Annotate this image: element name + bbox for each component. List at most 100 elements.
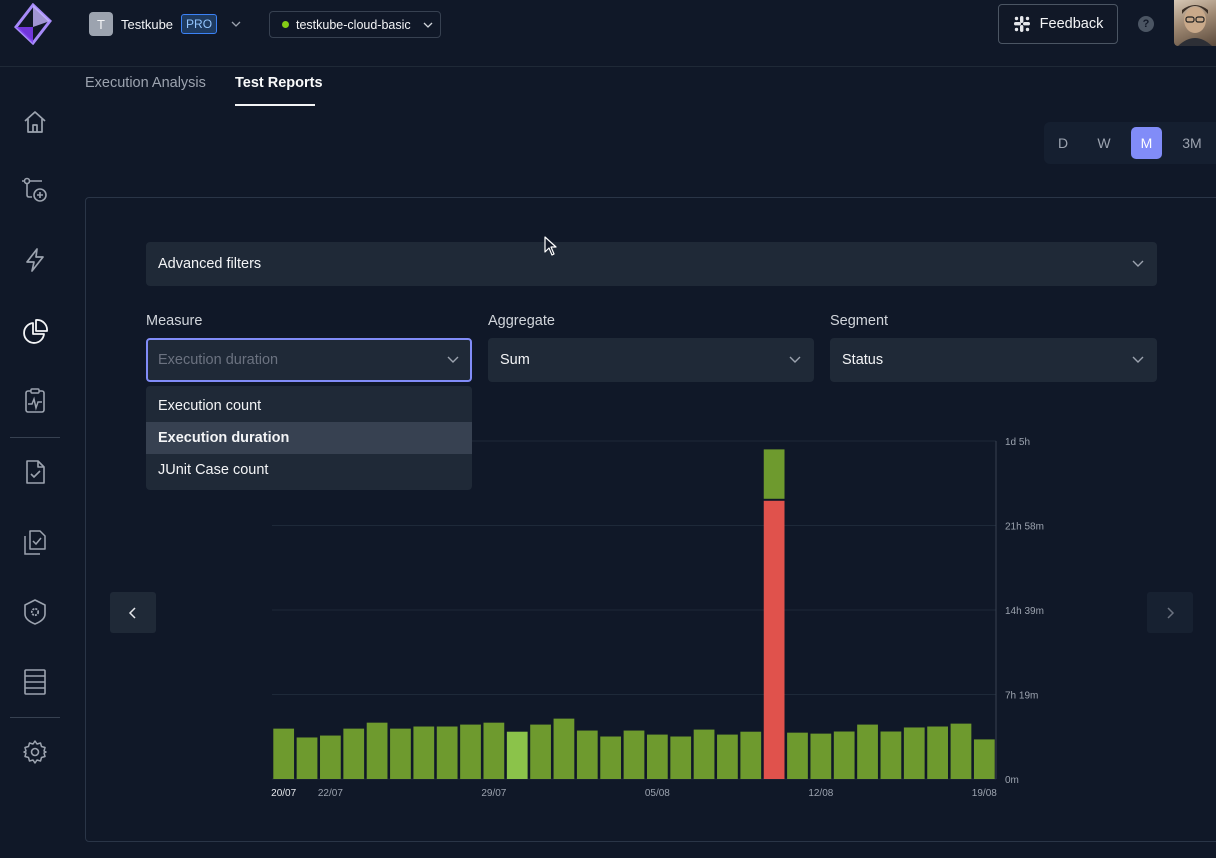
- mouse-cursor-icon: [544, 236, 557, 256]
- advanced-filters-toggle[interactable]: Advanced filters: [146, 242, 1157, 286]
- x-tick-label: 19/08: [972, 788, 997, 799]
- sidebar: [0, 67, 70, 858]
- bar-passed[interactable]: [296, 737, 318, 779]
- bar-passed[interactable]: [927, 726, 948, 779]
- measure-label: Measure: [146, 313, 203, 329]
- bar-passed[interactable]: [833, 731, 855, 779]
- testkube-logo-icon[interactable]: [14, 3, 52, 45]
- user-avatar[interactable]: [1174, 0, 1216, 46]
- aggregate-value: Sum: [500, 352, 530, 368]
- bar-passed[interactable]: [576, 730, 598, 779]
- chevron-down-icon: [789, 356, 801, 363]
- bar-passed[interactable]: [903, 727, 925, 779]
- bar-passed[interactable]: [460, 724, 481, 779]
- y-tick-label: 14h 39m: [1005, 606, 1044, 617]
- bar-passed[interactable]: [506, 731, 528, 779]
- x-tick-label: 29/07: [481, 788, 506, 799]
- environment-selector[interactable]: testkube-cloud-basic: [269, 11, 441, 38]
- bar-passed[interactable]: [646, 734, 668, 779]
- bar-passed[interactable]: [787, 732, 808, 779]
- bar-passed[interactable]: [320, 735, 341, 779]
- help-icon[interactable]: ?: [1138, 16, 1154, 32]
- bar-failed[interactable]: [763, 500, 785, 779]
- sidebar-divider: [10, 437, 60, 438]
- org-name: Testkube: [121, 16, 174, 32]
- bar-passed[interactable]: [670, 736, 692, 779]
- measure-option-junit-case-count[interactable]: JUnit Case count: [158, 462, 269, 478]
- bar-passed[interactable]: [390, 728, 411, 779]
- bar-passed[interactable]: [880, 731, 902, 779]
- measure-option-execution-duration[interactable]: Execution duration: [146, 422, 472, 454]
- bar-passed[interactable]: [973, 739, 995, 779]
- pie-chart-icon[interactable]: [22, 319, 48, 345]
- aggregate-select[interactable]: Sum: [488, 338, 814, 382]
- segment-label: Segment: [830, 313, 889, 329]
- bar-passed[interactable]: [483, 722, 505, 779]
- x-tick-label: 22/07: [318, 788, 343, 799]
- chevron-down-icon: [447, 356, 459, 363]
- chevron-down-icon: [1132, 260, 1144, 267]
- slack-icon: [1013, 16, 1030, 32]
- measure-value: Execution duration: [158, 352, 279, 368]
- chevron-down-icon: [423, 22, 433, 28]
- segment-value: Status: [842, 352, 884, 368]
- y-tick-label: 1d 5h: [1005, 437, 1030, 448]
- period-option-m[interactable]: M: [1131, 127, 1162, 159]
- aggregate-label: Aggregate: [488, 313, 555, 329]
- org-avatar: T: [89, 12, 113, 36]
- chevron-right-icon: [1167, 606, 1175, 619]
- measure-select[interactable]: Execution duration: [146, 338, 472, 382]
- home-icon[interactable]: [22, 109, 48, 135]
- document-check-icon[interactable]: [22, 459, 48, 485]
- chevron-left-icon: [128, 606, 136, 619]
- segment-select[interactable]: Status: [830, 338, 1157, 382]
- bar-passed[interactable]: [740, 731, 762, 779]
- bar-passed[interactable]: [436, 726, 458, 779]
- bar-passed[interactable]: [810, 733, 832, 779]
- documents-check-icon[interactable]: [22, 529, 48, 555]
- measure-option-execution-count[interactable]: Execution count: [158, 398, 262, 414]
- period-option-3m[interactable]: 3M: [1182, 135, 1202, 151]
- y-tick-label: 21h 58m: [1005, 522, 1044, 533]
- period-selector: D W M 3M: [1044, 122, 1216, 164]
- status-dot-icon: [282, 21, 289, 28]
- bar-passed[interactable]: [530, 724, 551, 779]
- x-tick-label: 12/08: [808, 788, 833, 799]
- bar-passed[interactable]: [693, 729, 715, 779]
- settings-icon[interactable]: [22, 739, 48, 765]
- feedback-label: Feedback: [1039, 16, 1104, 32]
- period-option-d[interactable]: D: [1057, 135, 1069, 151]
- bar-passed[interactable]: [950, 723, 972, 779]
- bar-passed[interactable]: [857, 724, 878, 779]
- next-period-button[interactable]: [1147, 592, 1193, 633]
- tab-execution-analysis[interactable]: Execution Analysis: [85, 75, 206, 91]
- bar-passed[interactable]: [366, 722, 388, 779]
- user-photo-icon: [1178, 5, 1212, 46]
- shield-gear-icon[interactable]: [22, 599, 48, 625]
- org-switcher[interactable]: T Testkube PRO: [89, 12, 243, 36]
- bar-passed[interactable]: [273, 728, 295, 779]
- report-panel: [85, 197, 1216, 842]
- feedback-button[interactable]: Feedback: [998, 4, 1118, 44]
- clipboard-pulse-icon[interactable]: [22, 388, 48, 414]
- chevron-down-icon: [1132, 356, 1144, 363]
- add-workflow-icon[interactable]: [22, 177, 48, 203]
- bar-passed[interactable]: [600, 736, 622, 779]
- previous-period-button[interactable]: [110, 592, 156, 633]
- chevron-down-icon[interactable]: [229, 17, 243, 31]
- execution-duration-chart: 0m 7h 19m 14h 39m 21h 58m 1d 5h 20/07 22/07 29/…: [271, 437, 1044, 799]
- plan-badge: PRO: [181, 14, 218, 34]
- bar-passed[interactable]: [763, 449, 785, 499]
- lightning-icon[interactable]: [22, 247, 48, 273]
- tab-test-reports[interactable]: Test Reports: [235, 75, 323, 91]
- y-tick-label: 0m: [1005, 775, 1019, 786]
- bar-passed[interactable]: [343, 728, 365, 779]
- period-option-w[interactable]: W: [1097, 135, 1111, 151]
- server-icon[interactable]: [22, 669, 48, 695]
- sidebar-divider: [10, 717, 60, 718]
- bar-passed[interactable]: [553, 718, 575, 779]
- bar-passed[interactable]: [623, 730, 645, 779]
- bar-passed[interactable]: [717, 734, 738, 779]
- bar-passed[interactable]: [413, 726, 435, 779]
- measure-dropdown-menu: Execution count Execution duration JUnit…: [146, 386, 472, 490]
